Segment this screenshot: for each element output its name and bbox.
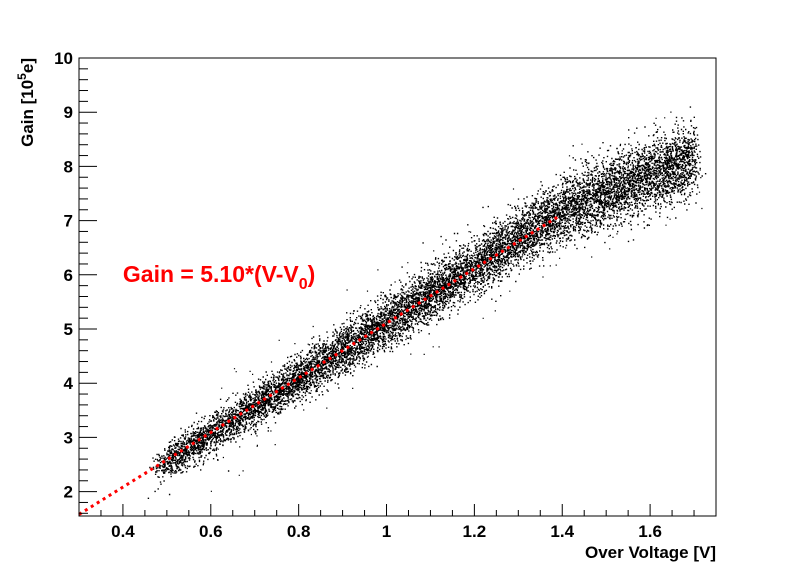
x-tick-label: 1.4	[550, 522, 574, 541]
scatter-points	[145, 106, 707, 500]
x-axis-ticks: 0.4 0.6 0.8 1 1.2 1.4 1.6	[78, 504, 717, 541]
y-tick-label: 3	[64, 428, 73, 447]
y-axis-title-suffix: e]	[18, 58, 37, 73]
y-axis-title-prefix: Gain [10	[18, 80, 37, 147]
x-tick-label: 0.6	[199, 522, 223, 541]
y-tick-label: 5	[64, 320, 73, 339]
fit-line-segment	[78, 215, 559, 516]
y-axis-title: Gain [105e]	[15, 58, 37, 147]
x-tick-label: 0.8	[287, 522, 311, 541]
x-axis-title: Over Voltage [V]	[585, 543, 716, 562]
y-tick-label: 2	[64, 483, 73, 502]
y-axis-title-sup: 5	[15, 73, 29, 80]
fit-equation-prefix: Gain = 5.10*(V-V	[123, 261, 299, 287]
x-tick-label: 1.2	[463, 522, 487, 541]
x-tick-label: 0.4	[111, 522, 135, 541]
fit-equation-suffix: )	[308, 261, 316, 287]
fit-equation-annotation: Gain = 5.10*(V-V0)	[123, 261, 315, 293]
scatter-cloud	[145, 106, 707, 500]
plot-frame	[78, 57, 717, 517]
fit-line	[78, 215, 559, 516]
y-tick-label: 8	[64, 157, 73, 176]
fit-equation-sub: 0	[299, 276, 308, 293]
y-tick-label: 10	[54, 49, 73, 68]
y-tick-label: 9	[64, 103, 73, 122]
y-tick-label: 7	[64, 212, 73, 231]
y-axis-ticks: 2 3 4 5 6 7 8 9 10	[54, 49, 97, 514]
x-tick-label: 1.6	[638, 522, 662, 541]
y-tick-label: 4	[64, 374, 74, 393]
y-tick-label: 6	[64, 266, 73, 285]
x-tick-label: 1	[382, 522, 391, 541]
